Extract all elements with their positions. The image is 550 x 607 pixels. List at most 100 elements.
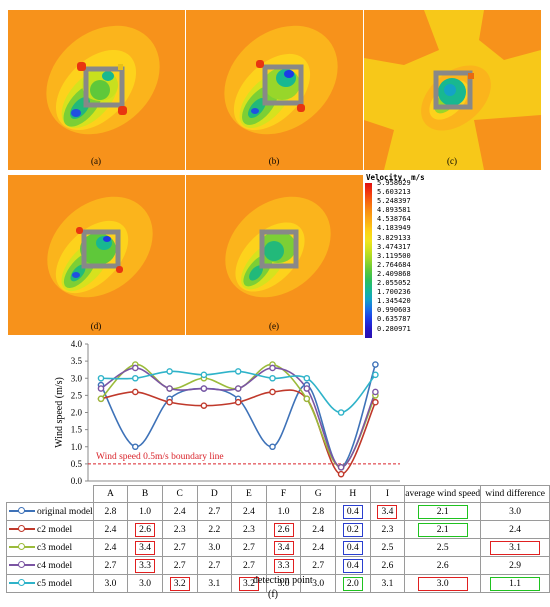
row-series-label: c5 model xyxy=(6,574,94,593)
cell-value: 3.0 xyxy=(208,542,221,553)
cell-value: 2.5 xyxy=(381,542,394,553)
table-header-cell: I xyxy=(369,485,406,503)
velocity-legend-values: 5.958029 5.603213 5.248397 4.893581 4.538764… xyxy=(377,179,411,334)
panel-label: (c) xyxy=(447,156,457,166)
data-point xyxy=(166,398,173,406)
data-point xyxy=(166,368,173,375)
table-cell: 3.1 xyxy=(196,574,233,593)
table-cell: 2.6 xyxy=(369,556,406,575)
data-point xyxy=(269,443,276,451)
table-cell: 2.7 xyxy=(231,556,267,575)
table-header-cell: E xyxy=(231,485,267,503)
data-point xyxy=(97,395,105,403)
y-tick-label: 2.0 xyxy=(71,408,83,418)
cell-value: 0.4 xyxy=(342,558,363,573)
figure-label: (f) xyxy=(268,589,278,600)
table-cell: 3.4 xyxy=(369,502,406,521)
table-cell: 2.7 xyxy=(161,556,198,575)
cell-value: 1.0 xyxy=(277,506,290,517)
y-tick-label: 3.0 xyxy=(71,373,83,383)
data-point xyxy=(200,371,208,379)
table-cell: 2.8 xyxy=(92,502,129,521)
data-point xyxy=(269,374,276,382)
y-tick-label: 1.5 xyxy=(71,425,83,435)
legend-value: 1.345420 xyxy=(377,297,411,306)
table-header-cell: average wind speed xyxy=(404,485,482,503)
data-point xyxy=(234,385,242,392)
data-point xyxy=(234,398,242,406)
cell-value: 2.7 xyxy=(242,542,255,553)
cell-value: 0.4 xyxy=(342,540,363,555)
cell-value: 2.6 xyxy=(135,522,155,537)
table-cell: 2.0 xyxy=(334,574,371,593)
cell-value: 2.5 xyxy=(436,542,449,553)
table-cell: 2.7 xyxy=(196,556,233,575)
cell-value: 2.3 xyxy=(173,524,186,535)
table-row: c3 model 2.4 3.4 2.7 3.0 2.7 3.4 2.4 0.4 2.5 2.5 3.… xyxy=(6,538,550,557)
data-point xyxy=(97,385,105,392)
table-header-cell: A xyxy=(92,485,129,503)
cell-value: 2.7 xyxy=(104,560,117,571)
cell-value: 2.7 xyxy=(312,560,325,571)
table-cell: 0.4 xyxy=(334,556,371,575)
cell-value: 2.4 xyxy=(312,542,325,553)
cell-value: 3.0 xyxy=(417,576,468,591)
cell-value: 2.4 xyxy=(242,506,255,517)
y-tick-label: 4.0 xyxy=(71,340,83,349)
data-point xyxy=(303,374,311,382)
table-cell: 2.5 xyxy=(404,538,482,557)
legend-value: 3.474317 xyxy=(377,242,411,251)
row-label-text: c2 model xyxy=(37,524,73,535)
cell-value: 0.2 xyxy=(342,522,363,537)
data-point xyxy=(131,374,139,382)
row-label-text: original model xyxy=(37,506,93,517)
table-cell: 2.4 xyxy=(92,538,129,557)
cell-value: 3.0 xyxy=(509,506,522,517)
data-point xyxy=(200,402,208,409)
table-cell: 2.3 xyxy=(161,520,198,539)
table-header-cell: C xyxy=(161,485,198,503)
data-point xyxy=(303,385,311,392)
table-cell: 2.7 xyxy=(196,502,233,521)
data-point xyxy=(131,388,139,396)
table-cell: 3.1 xyxy=(369,574,406,593)
cell-value: 3.1 xyxy=(381,578,394,589)
legend-value: 4.538764 xyxy=(377,215,411,224)
cell-value: 2.6 xyxy=(381,560,394,571)
table-cell: 2.4 xyxy=(480,520,550,539)
row-label-text: c4 model xyxy=(37,560,73,571)
table-cell: 3.3 xyxy=(265,556,302,575)
cell-value: 2.7 xyxy=(208,560,221,571)
table-cell: 3.2 xyxy=(231,574,267,593)
series-legend-marker xyxy=(9,579,35,587)
table-corner xyxy=(6,485,94,503)
cell-value: 2.4 xyxy=(104,542,117,553)
data-point xyxy=(269,364,276,372)
cell-value: 1.1 xyxy=(490,576,541,591)
cell-value: 3.1 xyxy=(208,578,221,589)
legend-title: Velocity, m/s xyxy=(366,173,425,182)
series-line-c5-model xyxy=(100,370,377,414)
table-cell: 2.3 xyxy=(369,520,406,539)
data-point xyxy=(269,388,276,396)
y-tick-label: 0.0 xyxy=(71,476,83,485)
table-header-cell: H xyxy=(334,485,371,503)
table-cell: 2.3 xyxy=(231,520,267,539)
table-cell: 2.9 xyxy=(480,556,550,575)
cell-value: 2.8 xyxy=(104,506,117,517)
data-point xyxy=(97,374,105,382)
legend-value: 5.603213 xyxy=(377,188,411,197)
wind-speed-line-chart: 0.0 0.5 1.0 1.5 2.0 2.5 3.0 3.5 4.0 Wind speed (m… xyxy=(54,340,400,485)
table-cell: 2.4 xyxy=(231,502,267,521)
table-cell: 2.4 xyxy=(300,538,336,557)
table-row: c4 model 2.7 3.3 2.7 2.7 2.7 3.3 2.7 0.4 2.6 2.6 2.… xyxy=(6,556,550,575)
cell-value: 3.1 xyxy=(490,540,541,555)
row-label-text: c5 model xyxy=(37,578,73,589)
table-cell: 3.1 xyxy=(480,538,550,557)
cell-value: 2.4 xyxy=(312,524,325,535)
contour-panel-e: (e) xyxy=(186,175,363,335)
cell-value: 2.7 xyxy=(242,560,255,571)
y-tick-label: 3.5 xyxy=(71,356,83,366)
table-cell: 3.2 xyxy=(161,574,198,593)
table-cell: 3.0 xyxy=(265,574,302,593)
